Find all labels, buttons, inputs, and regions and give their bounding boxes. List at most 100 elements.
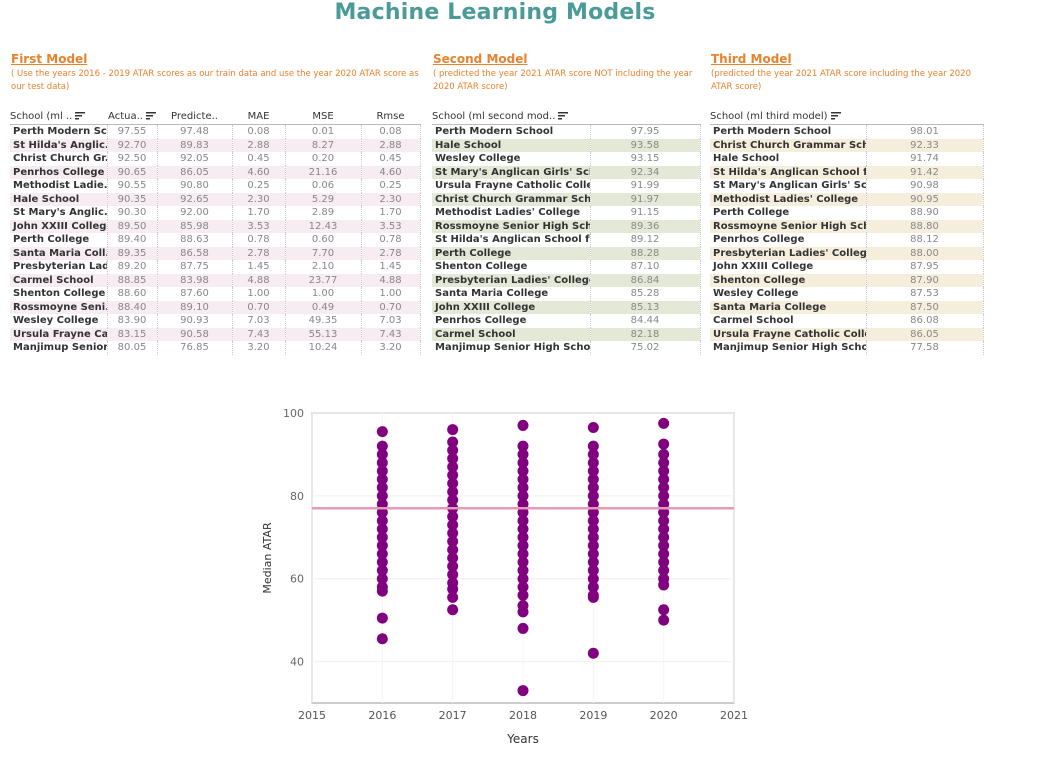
header-actual[interactable]: Actua..	[107, 108, 157, 125]
table-row[interactable]: Santa Maria College 85.28	[432, 287, 701, 301]
score-cell: 92.33	[866, 138, 984, 152]
table-row[interactable]: Perth College 89.40 88.63 0.78 0.60 0.78	[10, 233, 421, 247]
table-row[interactable]: Rossmoyne Senior High Sch.. 89.36	[432, 219, 701, 233]
table-row[interactable]: Methodist Ladies' College 91.15	[432, 206, 701, 220]
header-school-third[interactable]: School (ml third model)	[710, 108, 866, 125]
table-row[interactable]: Presbyterian Ladies' College 88.00	[710, 246, 984, 260]
predicted-cell: 87.75	[157, 260, 233, 274]
mse-cell: 2.10	[285, 260, 362, 274]
table-row[interactable]: Perth Modern Sc.. 97.55 97.48 0.08 0.01 0.08	[10, 124, 421, 139]
actual-cell: 89.20	[107, 260, 158, 274]
table-row[interactable]: John XXIII College 89.50 85.98 3.53 12.43 3.5…	[10, 219, 421, 233]
table-row[interactable]: St Hilda's Anglican School fo.. 91.42	[710, 165, 984, 179]
table-row[interactable]: John XXIII College 85.13	[432, 300, 701, 314]
data-point	[517, 523, 529, 535]
table-row[interactable]: Carmel School 88.85 83.98 4.88 23.77 4.88	[10, 273, 421, 287]
table-row[interactable]: Penrhos College 84.44	[432, 314, 701, 328]
table-row[interactable]: St Mary's Anglican Girls' Sch.. 90.98	[710, 179, 984, 193]
sort-icon[interactable]	[75, 111, 86, 120]
table-row[interactable]: Rossmoyne Seni.. 88.40 89.10 0.70 0.49 0.70	[10, 300, 421, 314]
table-row[interactable]: Wesley College 93.15	[432, 152, 701, 166]
header-mse[interactable]: MSE	[285, 108, 361, 125]
table-row[interactable]: Wesley College 87.53	[710, 287, 984, 301]
header-mae[interactable]: MAE	[232, 108, 285, 125]
table-row[interactable]: Christ Church Grammar Scho..92.33	[710, 138, 984, 152]
score-cell: 85.13	[590, 300, 701, 314]
mae-cell: 4.60	[232, 165, 286, 179]
table-row[interactable]: Hale School 90.35 92.65 2.30 5.29 2.30	[10, 192, 421, 206]
header-predicted[interactable]: Predicte..	[157, 108, 232, 125]
atar-scatter-chart[interactable]: 40 60 80 100 2015 2016 2017 2018 2019 2020 2021 Yea…	[250, 405, 750, 765]
table-row[interactable]: Presbyterian Lad.. 89.20 87.75 1.45 2.10 1.45	[10, 260, 421, 274]
header-rmse[interactable]: Rmse	[361, 108, 420, 125]
school-name-cell: St Mary's Anglican Girls' Sch..	[710, 179, 867, 193]
table-row[interactable]: St Mary's Anglican Girls' Sch.. 92.34	[432, 165, 701, 179]
school-name-cell: St Mary's Anglic..	[10, 206, 108, 220]
table-row[interactable]: Penrhos College 88.12	[710, 233, 984, 247]
table-row[interactable]: Carmel School 82.18	[432, 327, 701, 341]
table-row[interactable]: Shenton College 87.90	[710, 273, 984, 287]
data-point	[517, 498, 529, 510]
table-row[interactable]: Presbyterian Ladies' College 86.84	[432, 273, 701, 287]
data-point	[658, 564, 670, 576]
first-model-title[interactable]: First Model	[11, 52, 88, 66]
table-row[interactable]: Ursula Frayne Ca.. 83.15 90.58 7.43 55.13 7.4…	[10, 327, 421, 341]
table-row[interactable]: Wesley College 83.90 90.93 7.03 49.35 7.03	[10, 314, 421, 328]
second-model-title[interactable]: Second Model	[433, 52, 528, 66]
table-row[interactable]: Penrhos College 90.65 86.05 4.60 21.16 4.60	[10, 165, 421, 179]
table-row[interactable]: Santa Maria Coll.. 89.35 86.58 2.78 7.70 2.78	[10, 246, 421, 260]
table-row[interactable]: Ursula Frayne Catholic Colle.. 91.99	[432, 179, 701, 193]
third-model-table: School (ml third model) Perth Modern Sch…	[710, 108, 984, 355]
table-row[interactable]: Ursula Frayne Catholic Colle.. 86.05	[710, 327, 984, 341]
rmse-cell: 4.88	[361, 273, 421, 287]
mae-cell: 1.45	[232, 260, 286, 274]
table-row[interactable]: Santa Maria College 87.50	[710, 300, 984, 314]
table-row[interactable]: Manjimup Senior High School 77.58	[710, 341, 984, 355]
data-point	[376, 465, 388, 477]
mae-cell: 3.20	[232, 341, 286, 355]
table-row[interactable]: Christ Church Grammar Scho.. 91.97	[432, 192, 701, 206]
rmse-cell: 7.03	[361, 314, 421, 328]
table-row[interactable]: Perth Modern School 97.95	[432, 124, 701, 139]
table-row[interactable]: Shenton College 87.10	[432, 260, 701, 274]
header-school-second[interactable]: School (ml second mod..	[432, 108, 590, 125]
table-row[interactable]: St Hilda's Anglican School fo.. 89.12	[432, 233, 701, 247]
table-row[interactable]: Perth College 88.28	[432, 246, 701, 260]
table-row[interactable]: Hale School 93.58	[432, 138, 701, 152]
table-row[interactable]: St Hilda's Anglic.. 92.70 89.83 2.88 8.27 2.8…	[10, 138, 421, 152]
table-row[interactable]: Shenton College 88.60 87.60 1.00 1.00 1.00	[10, 287, 421, 301]
data-point	[376, 548, 388, 560]
school-name-cell: Santa Maria College	[710, 300, 867, 314]
header-school[interactable]: School (ml ..	[10, 108, 107, 125]
table-row[interactable]: Rossmoyne Senior High Sch.. 88.80	[710, 219, 984, 233]
mse-cell: 21.16	[285, 165, 362, 179]
table-row[interactable]: Hale School 91.74	[710, 152, 984, 166]
score-cell: 93.15	[590, 152, 701, 166]
table-row[interactable]: Manjimup Senior High School 75.02	[432, 341, 701, 355]
school-name-cell: Carmel School	[710, 314, 867, 328]
mse-cell: 7.70	[285, 246, 362, 260]
sort-icon[interactable]	[558, 111, 569, 120]
score-cell: 86.84	[590, 273, 701, 287]
actual-cell: 83.15	[107, 327, 158, 341]
score-cell: 91.97	[590, 192, 701, 206]
table-row[interactable]: Perth Modern School 98.01	[710, 124, 984, 139]
third-model-title[interactable]: Third Model	[711, 52, 792, 66]
table-row[interactable]: Christ Church Gr.. 92.50 92.05 0.45 0.20 0.45	[10, 152, 421, 166]
table-row[interactable]: St Mary's Anglic.. 90.30 92.00 1.70 2.89 1.70	[10, 206, 421, 220]
table-row[interactable]: Methodist Ladie.. 90.55 90.80 0.25 0.06 0.25	[10, 179, 421, 193]
table-row[interactable]: John XXIII College 87.95	[710, 260, 984, 274]
data-point	[447, 604, 459, 616]
sort-icon[interactable]	[145, 111, 156, 120]
table-row[interactable]: Methodist Ladies' College 90.95	[710, 192, 984, 206]
data-point	[447, 527, 459, 539]
score-cell: 87.53	[866, 287, 984, 301]
table-row[interactable]: Manjimup Senior.. 80.05 76.85 3.20 10.24 3.20	[10, 341, 421, 355]
score-cell: 75.02	[590, 341, 701, 355]
sort-icon[interactable]	[830, 111, 841, 120]
chart-svg[interactable]: 40 60 80 100 2015 2016 2017 2018 2019 2020 2021 Yea…	[250, 405, 750, 765]
table-row[interactable]: Carmel School 86.08	[710, 314, 984, 328]
table-row[interactable]: Perth College 88.90	[710, 206, 984, 220]
data-point	[376, 531, 388, 543]
school-name-cell: Christ Church Grammar Scho..	[432, 192, 591, 206]
